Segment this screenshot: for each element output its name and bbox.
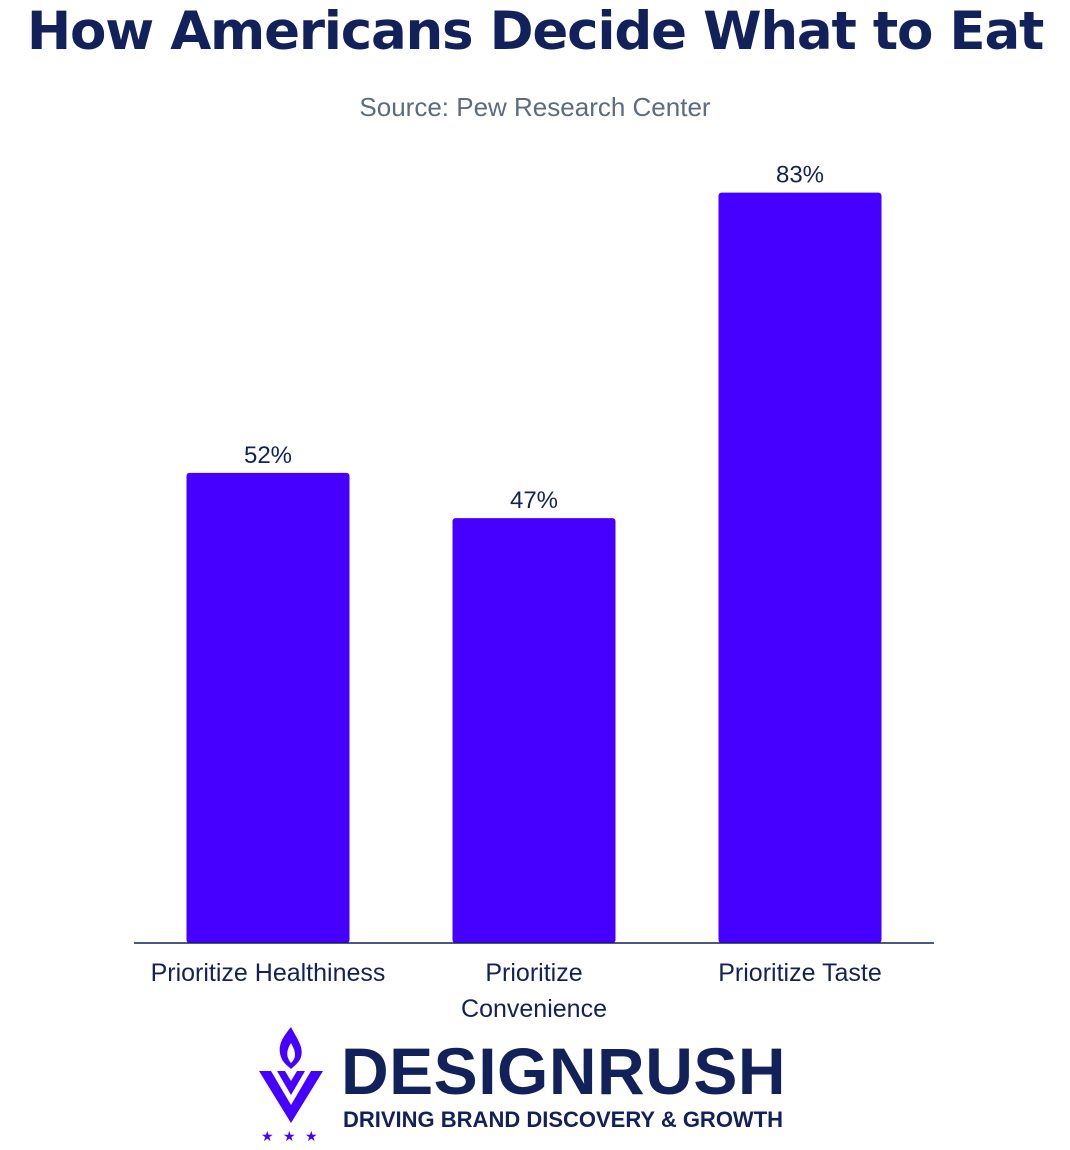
svg-text:★: ★ (283, 1129, 296, 1145)
value-labels-layer: 52% 47% 83% (244, 162, 824, 514)
bar-2 (718, 192, 882, 943)
x-tick-label-1: Prioritize Convenience (461, 959, 607, 1020)
designrush-brand: ★ ★ ★ DESIGNRUSH DRIVING BRAND DISCOVERY… (255, 1025, 825, 1145)
flame-chevron-logo-icon: ★ ★ ★ (259, 1027, 323, 1145)
bar-1 (452, 518, 616, 943)
brand-tagline: DRIVING BRAND DISCOVERY & GROWTH (343, 1107, 784, 1132)
x-tick-label-0: Prioritize Healthiness (151, 959, 386, 987)
value-label-1: 47% (510, 487, 558, 514)
value-label-0: 52% (244, 442, 292, 469)
x-tick-label-2: Prioritize Taste (718, 959, 882, 987)
brand-name: DESIGNRUSH (341, 1034, 787, 1108)
svg-text:★: ★ (261, 1129, 274, 1145)
svg-text:★: ★ (305, 1129, 318, 1145)
x-tick-labels-layer: Prioritize Healthiness Prioritize Convenie… (151, 959, 882, 1020)
bar-0 (186, 472, 350, 943)
chart-title: How Americans Decide What to Eat (26, 1, 1044, 62)
bars-layer (186, 192, 882, 943)
bar-chart: 52%47%83% Prioritize Healthiness Prioriti… (134, 162, 934, 1020)
value-label-2: 83% (776, 162, 824, 189)
chart-subtitle: Source: Pew Research Center (359, 92, 711, 122)
